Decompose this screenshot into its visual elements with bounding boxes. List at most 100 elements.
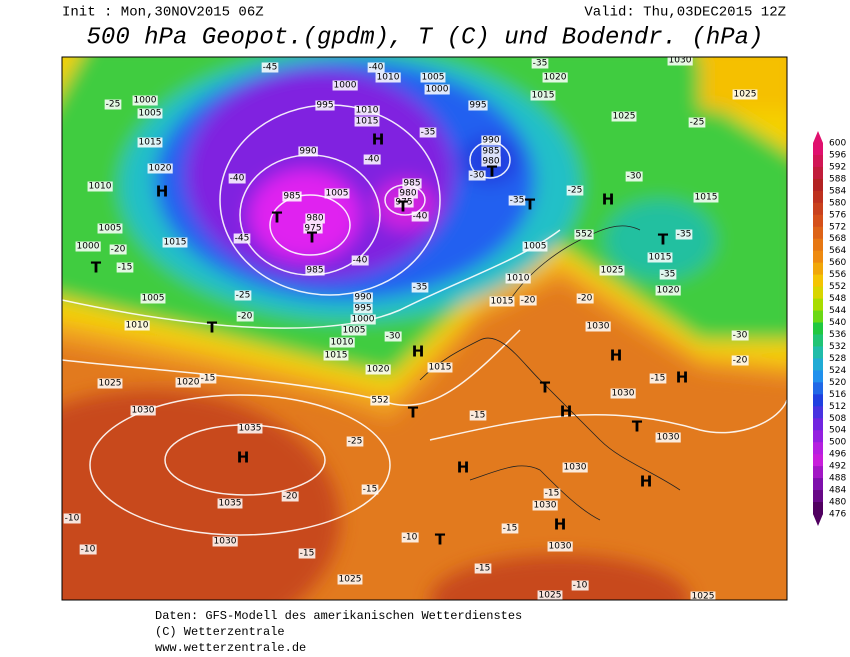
contour-label: 1025 xyxy=(734,90,757,100)
legend-label: 600 xyxy=(829,139,846,149)
label-box xyxy=(384,331,402,342)
label-box xyxy=(341,325,367,336)
label-box xyxy=(424,84,450,95)
contour-label: 1025 xyxy=(539,591,562,601)
contour-label: -10 xyxy=(81,545,96,555)
label-box xyxy=(350,314,376,325)
footer-line: (C) Wetterzentrale xyxy=(155,625,285,639)
label-box xyxy=(329,337,355,348)
label-box xyxy=(402,178,422,189)
pressure-center: T xyxy=(207,319,218,337)
label-box xyxy=(505,273,531,284)
pressure-center: H xyxy=(457,459,470,477)
contour-label: 985 xyxy=(306,266,323,276)
map-title: 500 hPa Geopot.(gpdm), T (C) und Bodendr… xyxy=(87,24,764,51)
contour-label: 1025 xyxy=(339,575,362,585)
contour-label: -20 xyxy=(578,294,593,304)
contour-label: 1010 xyxy=(89,182,112,192)
pressure-center: H xyxy=(602,191,615,209)
contour-label: 1025 xyxy=(99,379,122,389)
label-box xyxy=(585,321,611,332)
label-box xyxy=(353,292,373,303)
contour-label: -20 xyxy=(238,312,253,322)
contour-label: 1020 xyxy=(657,286,680,296)
color-segment xyxy=(813,298,823,312)
label-box xyxy=(530,90,556,101)
label-box xyxy=(233,233,251,244)
color-segment xyxy=(813,382,823,395)
label-box xyxy=(130,405,156,416)
label-box xyxy=(361,484,379,495)
contour-label: -10 xyxy=(65,514,80,524)
legend-label: 476 xyxy=(829,510,846,520)
color-arrow xyxy=(813,131,823,143)
contour-label: 995 xyxy=(354,304,371,314)
color-segment xyxy=(813,250,823,264)
footer-line: www.wetterzentrale.de xyxy=(155,641,306,655)
pressure-center: H xyxy=(237,449,250,467)
label-box xyxy=(175,377,201,388)
color-segment xyxy=(813,214,823,228)
contour-label: 1025 xyxy=(601,266,624,276)
label-box xyxy=(137,137,163,148)
label-box xyxy=(315,100,335,111)
contour-label: -25 xyxy=(348,437,363,447)
contour-label: -30 xyxy=(627,172,642,182)
label-box xyxy=(543,488,561,499)
legend-label: 540 xyxy=(829,318,846,328)
color-segment xyxy=(813,143,823,156)
color-segment xyxy=(813,358,823,371)
label-box xyxy=(365,364,391,375)
contour-label: 1030 xyxy=(132,406,155,416)
label-box xyxy=(199,373,217,384)
label-box xyxy=(532,500,558,511)
contour-label: 990 xyxy=(299,147,316,157)
color-segment xyxy=(813,430,823,443)
contour-label: 980 xyxy=(482,157,499,167)
contour-label: 985 xyxy=(283,192,300,202)
legend-label: 520 xyxy=(829,378,846,388)
pressure-center: T xyxy=(632,418,643,436)
label-box xyxy=(217,498,243,509)
legend-label: 504 xyxy=(829,426,846,436)
label-box xyxy=(547,541,573,552)
label-box xyxy=(566,185,584,196)
contour-label: -40 xyxy=(365,155,380,165)
legend-label: 560 xyxy=(829,258,846,268)
label-box xyxy=(212,536,238,547)
pressure-center: H xyxy=(676,369,689,387)
label-box xyxy=(649,373,667,384)
contour-label: 985 xyxy=(403,179,420,189)
label-box xyxy=(137,108,163,119)
legend-label: 584 xyxy=(829,186,846,196)
legend-label: 544 xyxy=(829,306,846,316)
contour-label: 1010 xyxy=(356,106,379,116)
contour-label: 1020 xyxy=(149,164,172,174)
contour-label: -40 xyxy=(353,256,368,266)
pressure-center: H xyxy=(156,183,169,201)
contour-label: 1030 xyxy=(534,501,557,511)
label-box xyxy=(522,241,548,252)
label-box xyxy=(688,117,706,128)
legend-label: 596 xyxy=(829,150,846,160)
contour-label: -20 xyxy=(111,245,126,255)
color-segment xyxy=(813,466,823,479)
color-segment xyxy=(813,166,823,180)
label-box xyxy=(324,188,350,199)
label-box xyxy=(298,548,316,559)
contour-label: -35 xyxy=(533,59,548,69)
contour-label: 1030 xyxy=(549,542,572,552)
legend-label: 516 xyxy=(829,390,846,400)
label-box xyxy=(537,590,563,600)
contour-label: 1005 xyxy=(343,326,366,336)
color-segment xyxy=(813,406,823,419)
contour-label: -45 xyxy=(235,234,250,244)
contour-label: 985 xyxy=(482,147,499,157)
contour-label: 1025 xyxy=(613,112,636,122)
label-box xyxy=(690,591,716,600)
contour-label: -35 xyxy=(510,196,525,206)
label-box xyxy=(732,89,758,100)
contour-label: -40 xyxy=(413,212,428,222)
pressure-center: T xyxy=(91,259,102,277)
